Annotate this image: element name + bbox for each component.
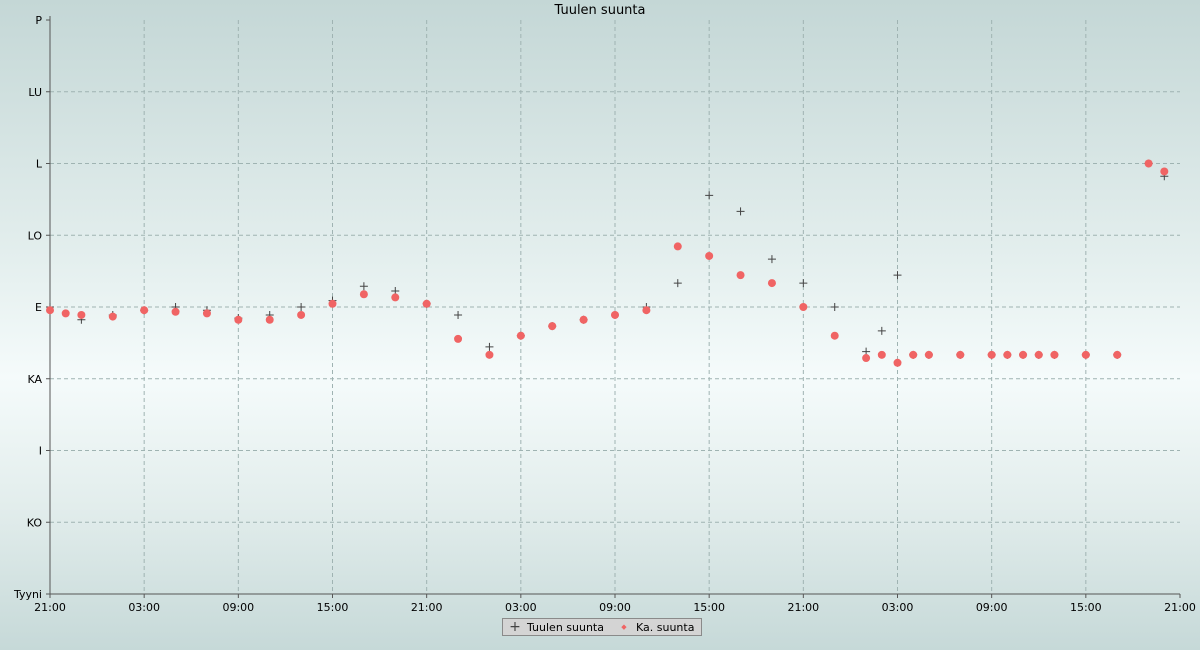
data-point-dot <box>422 299 431 308</box>
legend-item-ka-suunta: ◆ Ka. suunta <box>618 621 694 634</box>
data-point-dot <box>673 242 682 251</box>
y-tick-label: L <box>36 158 43 171</box>
data-point-dot <box>1050 350 1059 359</box>
data-point-dot <box>705 251 714 260</box>
data-point-dot <box>1144 159 1153 168</box>
data-point-dot <box>1081 350 1090 359</box>
data-point-dot <box>956 350 965 359</box>
data-point-dot <box>877 350 886 359</box>
data-point-plus <box>454 310 463 319</box>
data-point-dot <box>611 310 619 319</box>
data-point-dot <box>987 350 996 359</box>
y-tick-label: P <box>35 14 42 27</box>
data-point-dot <box>909 350 918 359</box>
legend-item-tuulen-suunta: + Tuulen suunta <box>509 619 604 635</box>
x-tick-label: 21:00 <box>787 601 819 614</box>
y-tick-labels: Tyyni KO I KA E LO L LU P <box>13 14 43 601</box>
data-point-plus <box>673 279 682 288</box>
y-tick-label: KO <box>27 516 43 529</box>
y-tick-label: E <box>35 301 42 314</box>
x-tick-label: 03:00 <box>882 601 914 614</box>
series-tuulen-suunta <box>46 159 1169 359</box>
x-tick-label: 21:00 <box>411 601 443 614</box>
chart-title: Tuulen suunta <box>554 3 646 18</box>
data-point-dot <box>1003 350 1012 359</box>
data-point-dot <box>297 310 306 319</box>
data-point-dot <box>893 358 902 367</box>
data-point-dot <box>140 306 149 315</box>
data-point-plus <box>893 271 902 280</box>
data-point-dot <box>579 315 588 324</box>
data-point-dot <box>924 350 933 359</box>
data-point-dot <box>830 331 839 340</box>
x-tick-label: 03:00 <box>505 601 537 614</box>
data-point-dot <box>391 293 400 302</box>
data-point-plus <box>877 326 886 335</box>
data-point-dot <box>46 306 54 315</box>
data-point-dot <box>1019 350 1028 359</box>
x-tick-label: 15:00 <box>317 601 349 614</box>
data-point-plus <box>736 207 745 216</box>
grid-lines <box>50 20 1180 594</box>
x-tick-label: 21:00 <box>1164 601 1196 614</box>
data-point-plus <box>767 255 776 264</box>
x-tick-labels: 21:00 03:00 09:00 15:00 21:00 03:00 09:00 15:00… <box>34 601 1196 614</box>
dot-marker-icon: ◆ <box>621 623 627 631</box>
data-point-dot <box>454 334 463 343</box>
data-point-dot <box>234 315 243 324</box>
x-tick-label: 15:00 <box>693 601 725 614</box>
data-point-dot <box>265 315 274 324</box>
series-ka-suunta <box>46 159 1169 367</box>
legend: + Tuulen suunta ◆ Ka. suunta <box>502 618 703 636</box>
data-point-dot <box>328 299 337 308</box>
data-point-dot <box>359 290 368 299</box>
x-tick-label: 09:00 <box>599 601 631 614</box>
y-tick-label: LO <box>28 229 43 242</box>
data-point-dot <box>202 309 211 318</box>
y-tick-label: I <box>39 445 42 458</box>
data-point-dot <box>485 350 494 359</box>
data-point-dot <box>736 271 745 280</box>
plus-marker-icon: + <box>509 619 521 635</box>
legend-label: Ka. suunta <box>635 620 695 634</box>
y-tick-label: LU <box>28 86 42 99</box>
data-point-plus <box>830 303 839 311</box>
data-point-dot <box>1034 350 1043 359</box>
x-tick-label: 15:00 <box>1070 601 1102 614</box>
data-point-plus <box>705 191 714 200</box>
data-point-dot <box>108 312 117 321</box>
data-point-dot <box>799 303 808 311</box>
data-point-dot <box>61 309 70 318</box>
data-point-dot <box>171 307 180 316</box>
x-tick-label: 03:00 <box>128 601 160 614</box>
data-point-dot <box>862 354 871 363</box>
data-point-dot <box>767 279 776 288</box>
data-point-dot <box>516 331 525 340</box>
data-point-plus <box>799 279 808 288</box>
data-point-dot <box>548 322 557 331</box>
x-tick-label: 21:00 <box>34 601 66 614</box>
data-point-dot <box>1113 350 1122 359</box>
data-point-dot <box>77 310 86 319</box>
y-tick-label: KA <box>27 373 42 386</box>
data-point-dot <box>1160 167 1169 176</box>
y-tick-label: Tyyni <box>13 588 42 601</box>
legend-label: Tuulen suunta <box>527 620 604 634</box>
data-point-plus <box>297 303 306 311</box>
x-tick-label: 09:00 <box>222 601 254 614</box>
data-point-plus <box>359 282 368 291</box>
data-point-plus <box>485 342 494 351</box>
data-point-dot <box>642 306 651 315</box>
x-tick-label: 09:00 <box>976 601 1008 614</box>
